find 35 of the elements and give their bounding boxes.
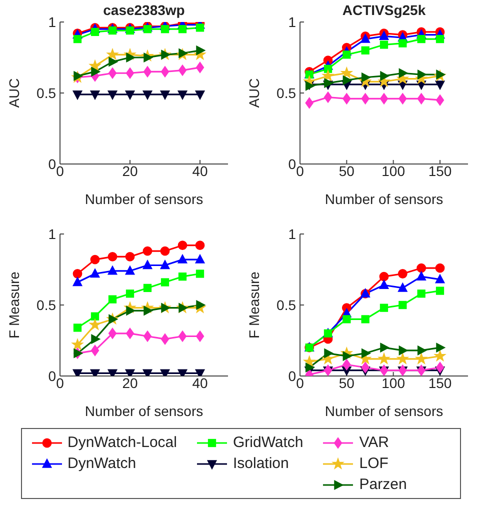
- y-tick-label: 1: [48, 14, 56, 30]
- y-axis-title: AUC: [6, 78, 22, 108]
- x-tick-label: 100: [382, 162, 406, 179]
- legend-label: LOF: [359, 455, 388, 472]
- chart-title: case2383wp: [102, 2, 186, 18]
- x-axis-title: Number of sensors: [84, 403, 204, 419]
- x-tick-label: 40: [192, 374, 208, 391]
- legend-label: VAR: [359, 434, 390, 451]
- y-tick-label: 1: [288, 226, 296, 242]
- y-axis-title: F Measure: [6, 271, 22, 338]
- x-tick-label: 50: [338, 162, 355, 179]
- x-tick-label: 150: [428, 162, 452, 179]
- legend-label: Parzen: [359, 476, 407, 493]
- y-tick-label: 1: [48, 226, 56, 242]
- x-tick-label: 40: [192, 162, 208, 179]
- legend-label: GridWatch: [232, 434, 304, 451]
- y-axis-title: AUC: [246, 78, 262, 108]
- x-tick-label: 20: [122, 374, 138, 391]
- chart-title: ACTIVSg25k: [341, 2, 427, 18]
- x-axis-title: Number of sensors: [324, 191, 444, 207]
- legend-label: Isolation: [232, 455, 289, 472]
- y-tick-label: 0.5: [276, 296, 296, 313]
- x-tick-label: 50: [338, 374, 355, 391]
- y-tick-label: 0.5: [36, 84, 56, 101]
- x-tick-label: 100: [382, 374, 406, 391]
- x-tick-label: 150: [428, 374, 452, 391]
- y-tick-label: 0.5: [276, 84, 296, 101]
- legend-label: DynWatch-Local: [68, 434, 177, 451]
- legend-label: DynWatch: [68, 455, 136, 472]
- y-axis-title: F Measure: [246, 271, 262, 338]
- x-tick-label: 20: [122, 162, 138, 179]
- x-axis-title: Number of sensors: [84, 191, 204, 207]
- y-tick-label: 1: [288, 14, 296, 30]
- y-tick-label: 0.5: [36, 296, 56, 313]
- x-axis-title: Number of sensors: [324, 403, 444, 419]
